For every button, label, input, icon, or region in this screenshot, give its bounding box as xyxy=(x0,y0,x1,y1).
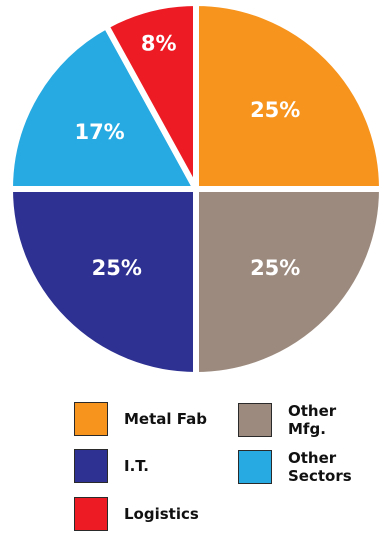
slice-label-metal-fab: 25% xyxy=(250,98,300,122)
pie-slice-other-mfg xyxy=(193,186,384,379)
slice-label-other-sectors: 17% xyxy=(74,120,124,144)
legend-label-logistics: Logistics xyxy=(124,505,199,523)
legend-item-it: I.T. xyxy=(74,449,149,483)
legend-label-metal-fab: Metal Fab xyxy=(124,410,207,428)
slice-label-other-mfg: 25% xyxy=(250,256,300,280)
slice-label-i-t: 25% xyxy=(92,256,142,280)
legend-swatch-it xyxy=(74,449,108,483)
pie-slice-metal-fab xyxy=(193,0,384,192)
legend-swatch-other-mfg xyxy=(238,403,272,437)
slice-label-logistics: 8% xyxy=(141,32,177,56)
legend-label-other-mfg: Other Mfg. xyxy=(288,402,337,438)
legend-item-metal-fab: Metal Fab xyxy=(74,402,207,436)
legend-item-logistics: Logistics xyxy=(74,497,199,531)
legend-label-other-sectors: Other Sectors xyxy=(288,449,352,485)
legend-swatch-logistics xyxy=(74,497,108,531)
legend-item-other-sectors: Other Sectors xyxy=(238,449,352,485)
pie-slice-i-t xyxy=(6,186,199,379)
legend-label-it: I.T. xyxy=(124,457,149,475)
pie-slice-logistics xyxy=(102,0,199,191)
legend-item-other-mfg: Other Mfg. xyxy=(238,402,336,438)
pie-chart: 25% 25% 25% 17% 8% xyxy=(6,0,384,379)
legend-swatch-other-sectors xyxy=(238,450,272,484)
pie-slice-other-sectors xyxy=(6,21,202,192)
legend-swatch-metal-fab xyxy=(74,402,108,436)
